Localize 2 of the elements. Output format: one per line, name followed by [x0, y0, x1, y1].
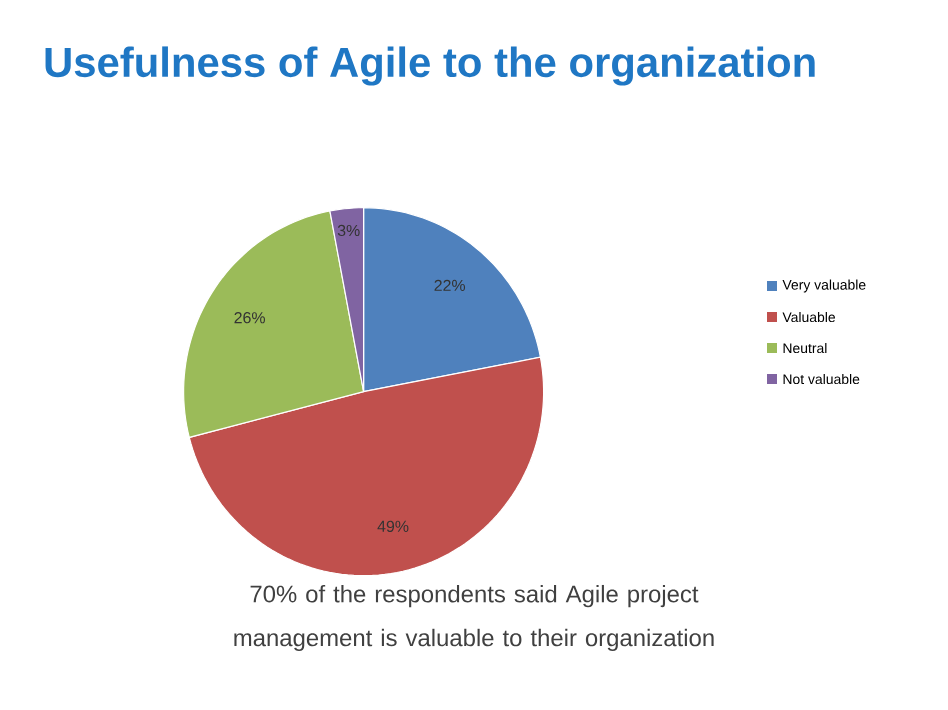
text: 70% of the respondents said Agile project management is valuable to their organization	[234, 584, 714, 652]
chart-title: Usefulness of Agile to the organization	[45, 46, 815, 86]
